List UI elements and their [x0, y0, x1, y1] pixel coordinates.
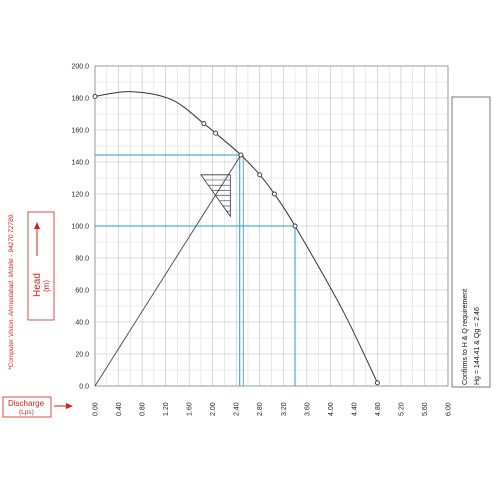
curve-marker: [213, 130, 219, 136]
y-tick-label: 100.0: [71, 224, 89, 231]
x-tick-label: 2.00: [210, 402, 217, 416]
y-tick-label: 180.0: [71, 96, 89, 103]
x-tick-label: 0.00: [93, 402, 100, 416]
x-tick-label: 0.80: [140, 402, 147, 416]
y-tick-label: 0.0: [79, 384, 89, 391]
system-line-path: [94, 154, 242, 387]
y-tick-labels: 0.0 20.0 40.0 60.0 80.0 100.0 120.0 140.0 160.0 1…: [71, 64, 89, 391]
x-tick-label: 0.40: [116, 402, 123, 416]
y-tick-label: 60.0: [75, 288, 89, 295]
curve-marker: [201, 121, 207, 127]
x-tick-labels: 0.00 0.40 0.80 1.20 1.60 2.00 2.40 2.80 3.20 3.60…: [93, 402, 453, 416]
remark-box: [451, 96, 491, 388]
x-axis-label: Discharge: [8, 399, 45, 408]
y-tick-label: 200.0: [71, 64, 89, 71]
x-tick-label: 4.80: [375, 402, 382, 416]
x-axis-arrowhead: [66, 403, 73, 409]
x-tick-label: 2.80: [257, 402, 264, 416]
y-tick-label: 140.0: [71, 160, 89, 167]
curve-markers: [92, 93, 380, 386]
curve-marker: [292, 223, 298, 229]
x-tick-label: 2.40: [234, 402, 241, 416]
x-tick-label: 3.20: [281, 402, 288, 416]
guide-lines: [95, 154, 296, 386]
x-axis-unit: (Lps): [19, 409, 34, 416]
y-tick-label: 80.0: [75, 256, 89, 263]
x-tick-label: 4.40: [351, 402, 358, 416]
curve-marker: [271, 191, 277, 197]
x-tick-label: 1.60: [187, 402, 194, 416]
y-tick-label: 40.0: [75, 320, 89, 327]
curve-path: [94, 91, 378, 384]
x-tick-label: 5.20: [398, 402, 405, 416]
x-tick-label: 6.00: [446, 402, 453, 416]
y-axis-unit: (m): [42, 280, 51, 292]
hatch-triangle: [200, 174, 231, 218]
x-tick-label: 5.60: [422, 402, 429, 416]
head-discharge-curve: [94, 91, 378, 384]
x-tick-label: 4.00: [328, 402, 335, 416]
x-axis-label-box: [2, 396, 52, 418]
remark-line-2: Hg = 144.41 & Qg = 2.46: [474, 307, 481, 385]
curve-marker: [92, 93, 98, 99]
x-tick-label: 1.20: [163, 402, 170, 416]
y-tick-label: 160.0: [71, 128, 89, 135]
curve-marker: [374, 380, 380, 386]
curve-marker: [257, 172, 263, 178]
remark-line-1: Confirms to H & Q requirement: [462, 289, 469, 385]
system-line: [94, 154, 242, 387]
y-axis-label: Head: [32, 273, 43, 297]
y-tick-label: 120.0: [71, 192, 89, 199]
y-tick-label: 20.0: [75, 352, 89, 359]
side-note: *Computer Vision, Ahmedabad. Mobile - 94…: [8, 213, 15, 370]
curve-marker: [238, 152, 244, 158]
x-tick-label: 3.60: [304, 402, 311, 416]
y-axis-arrowhead: [34, 222, 40, 229]
y-axis-label-box: [27, 211, 55, 321]
